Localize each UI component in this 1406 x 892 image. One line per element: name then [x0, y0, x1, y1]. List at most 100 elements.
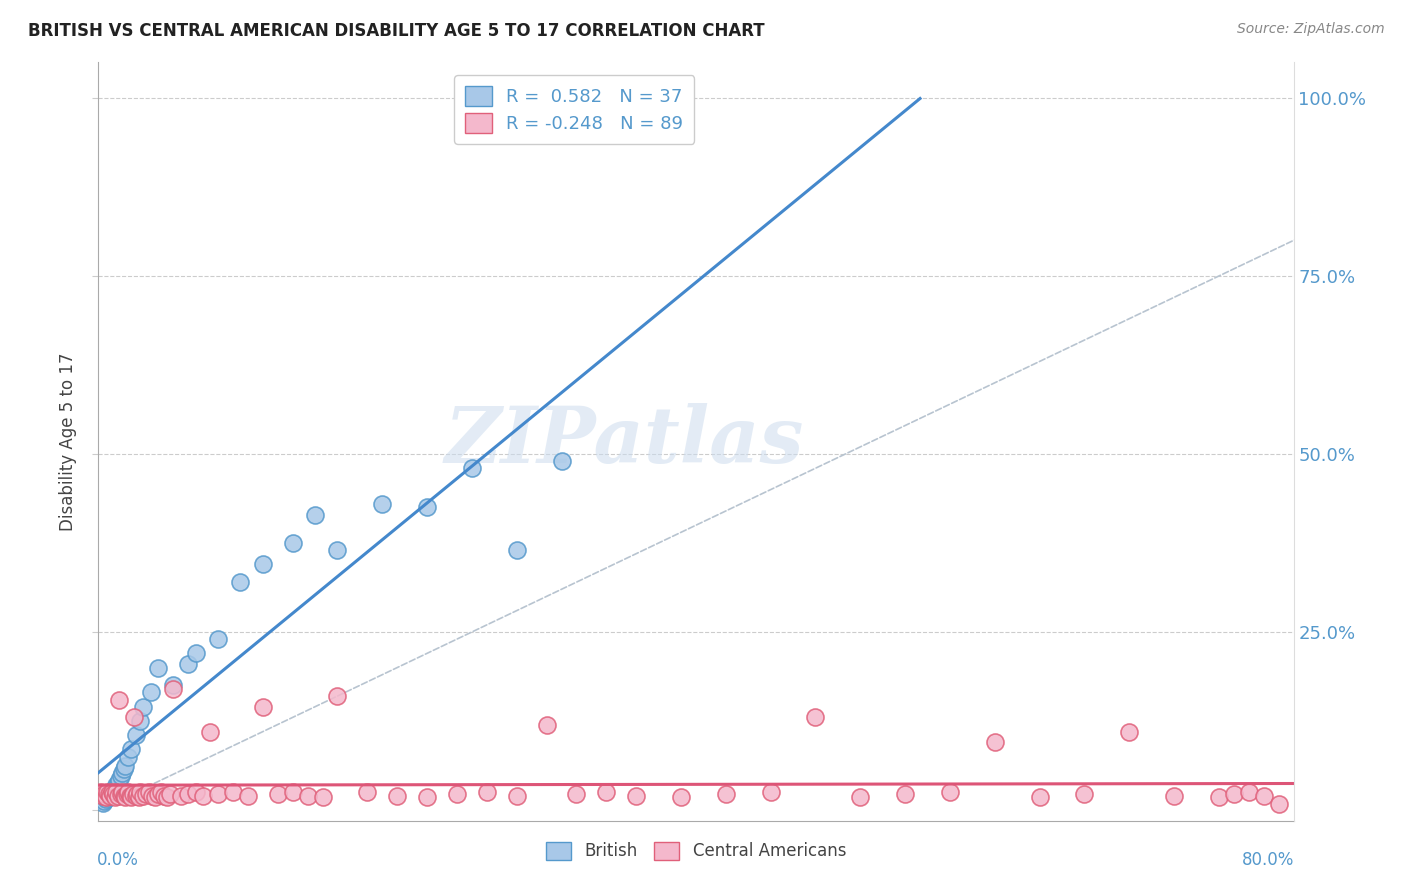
Point — [536, 717, 558, 731]
Point — [222, 785, 245, 799]
Point — [124, 710, 146, 724]
Point — [129, 785, 152, 799]
Point — [114, 790, 136, 805]
Point — [984, 735, 1007, 749]
Point — [356, 785, 378, 799]
Point — [156, 790, 179, 805]
Point — [105, 778, 128, 792]
Point — [849, 790, 872, 805]
Point — [125, 789, 148, 803]
Y-axis label: Disability Age 5 to 17: Disability Age 5 to 17 — [59, 352, 77, 531]
Point — [565, 787, 588, 801]
Point — [110, 769, 132, 783]
Point — [229, 575, 252, 590]
Point — [297, 789, 319, 803]
Point — [304, 508, 326, 522]
Point — [91, 789, 114, 803]
Point — [894, 787, 917, 801]
Point — [311, 790, 333, 805]
Point — [132, 699, 155, 714]
Point — [759, 785, 782, 799]
Point — [141, 789, 163, 803]
Point — [371, 497, 394, 511]
Point — [111, 766, 134, 780]
Point — [236, 789, 259, 803]
Point — [1223, 787, 1246, 801]
Point — [120, 742, 142, 756]
Point — [112, 762, 135, 776]
Point — [101, 785, 124, 799]
Point — [148, 787, 170, 801]
Point — [97, 787, 120, 801]
Point — [143, 790, 166, 805]
Point — [506, 543, 529, 558]
Legend: British, Central Americans: British, Central Americans — [540, 835, 852, 867]
Point — [107, 776, 129, 790]
Point — [1237, 785, 1260, 799]
Point — [114, 759, 136, 773]
Point — [169, 789, 191, 803]
Point — [103, 783, 125, 797]
Point — [96, 790, 118, 805]
Point — [104, 790, 127, 805]
Point — [94, 792, 117, 806]
Point — [326, 689, 349, 703]
Text: Source: ZipAtlas.com: Source: ZipAtlas.com — [1237, 22, 1385, 37]
Point — [461, 461, 484, 475]
Point — [90, 785, 112, 799]
Text: 80.0%: 80.0% — [1243, 851, 1295, 869]
Point — [93, 787, 115, 801]
Point — [108, 773, 131, 788]
Point — [416, 790, 439, 805]
Text: 0.0%: 0.0% — [97, 851, 139, 869]
Point — [1253, 789, 1275, 803]
Point — [207, 632, 229, 646]
Point — [139, 685, 162, 699]
Point — [184, 785, 207, 799]
Point — [153, 789, 176, 803]
Point — [162, 681, 184, 696]
Point — [117, 785, 139, 799]
Point — [105, 785, 128, 799]
Point — [98, 789, 122, 803]
Point — [550, 454, 572, 468]
Point — [385, 789, 409, 803]
Point — [1163, 789, 1185, 803]
Point — [162, 678, 184, 692]
Point — [446, 787, 468, 801]
Point — [138, 785, 160, 799]
Point — [117, 749, 139, 764]
Point — [91, 796, 114, 810]
Point — [177, 657, 200, 671]
Point — [150, 785, 173, 799]
Point — [125, 728, 148, 742]
Point — [103, 787, 125, 801]
Point — [1267, 797, 1289, 812]
Point — [94, 790, 117, 805]
Point — [939, 785, 962, 799]
Point — [177, 787, 200, 801]
Point — [326, 543, 349, 558]
Point — [475, 785, 498, 799]
Point — [118, 789, 141, 803]
Point — [104, 781, 127, 796]
Point — [132, 789, 155, 803]
Text: BRITISH VS CENTRAL AMERICAN DISABILITY AGE 5 TO 17 CORRELATION CHART: BRITISH VS CENTRAL AMERICAN DISABILITY A… — [28, 22, 765, 40]
Point — [184, 646, 207, 660]
Point — [252, 699, 274, 714]
Point — [1118, 724, 1140, 739]
Point — [107, 789, 129, 803]
Point — [267, 787, 290, 801]
Point — [121, 787, 143, 801]
Point — [101, 785, 124, 799]
Point — [135, 787, 157, 801]
Point — [416, 500, 439, 515]
Point — [93, 794, 115, 808]
Point — [714, 787, 737, 801]
Point — [148, 660, 170, 674]
Point — [98, 787, 122, 801]
Point — [1073, 787, 1095, 801]
Point — [108, 692, 131, 706]
Point — [669, 790, 692, 805]
Point — [200, 724, 222, 739]
